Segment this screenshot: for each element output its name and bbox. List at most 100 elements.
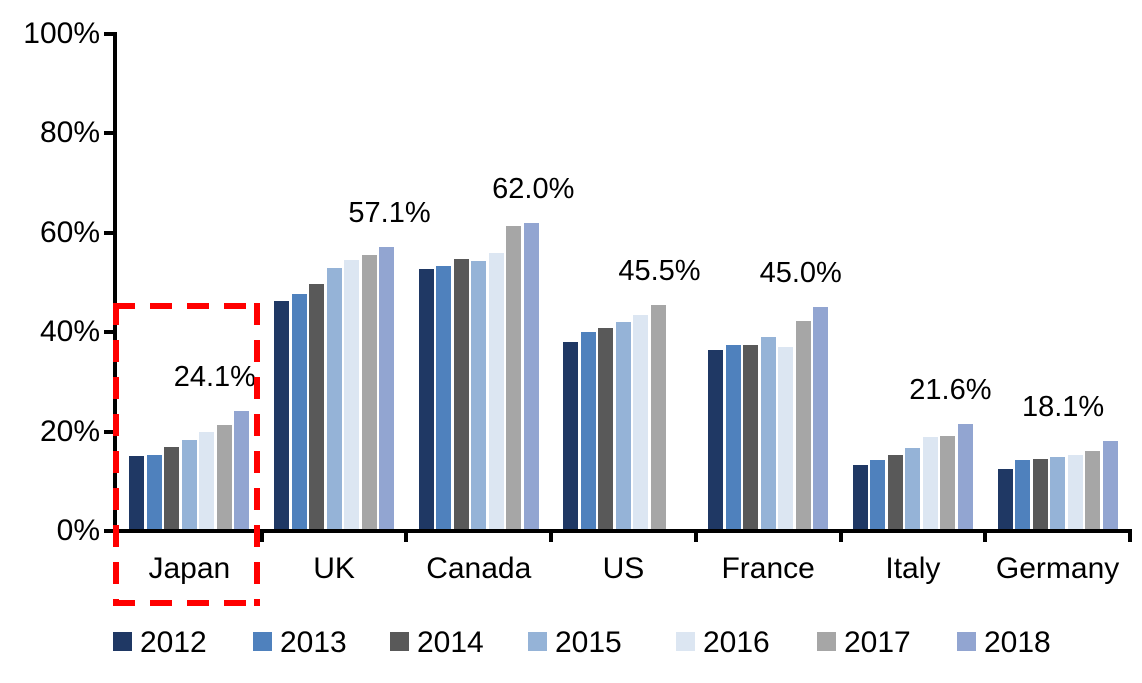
bar-2012-france	[708, 350, 724, 531]
bar-2014-us	[598, 327, 614, 531]
y-tick-mark	[104, 529, 114, 533]
data-label-italy: 21.6%	[909, 373, 992, 406]
bar-2012-us	[563, 341, 579, 531]
bar-2018-canada	[523, 222, 539, 531]
highlight-box-bottom-edge	[113, 600, 260, 606]
category-tick-mark	[693, 531, 698, 542]
x-axis-line	[113, 529, 1132, 533]
legend-label-2013: 2013	[280, 626, 347, 659]
legend-label-2017: 2017	[844, 626, 911, 659]
y-axis-label: 0%	[56, 514, 100, 547]
bar-2017-germany	[1085, 451, 1101, 531]
bar-2013-italy	[870, 460, 886, 531]
legend-label-2018: 2018	[984, 626, 1051, 659]
bar-2013-france	[725, 344, 741, 531]
category-tick-mark	[838, 531, 843, 542]
category-tick-mark	[259, 531, 264, 542]
legend-item-2015: 2015	[528, 624, 648, 664]
bar-2018-germany	[1102, 441, 1118, 531]
x-axis-label-italy: Italy	[885, 552, 941, 585]
data-label-canada: 62.0%	[492, 172, 575, 205]
bar-2017-uk	[361, 255, 377, 531]
bar-2012-uk	[274, 301, 290, 531]
y-tick-mark	[104, 330, 114, 335]
category-tick-mark	[549, 531, 554, 542]
legend-swatch-icon-2015	[528, 632, 547, 651]
legend-item-2017: 2017	[817, 624, 937, 664]
legend-swatch-icon-2013	[253, 632, 272, 651]
bar-2014-canada	[453, 259, 469, 531]
legend-item-2018: 2018	[957, 624, 1077, 664]
legend-label-2016: 2016	[703, 626, 770, 659]
y-axis-label: 100%	[23, 17, 100, 50]
legend-label-2012: 2012	[140, 626, 207, 659]
x-axis-label-france: France	[721, 552, 815, 585]
legend-swatch-icon-2016	[676, 632, 695, 651]
bar-2017-canada	[506, 226, 522, 531]
x-axis-label-us: US	[602, 552, 645, 585]
bar-2017-italy	[940, 436, 956, 531]
bar-2014-japan	[164, 447, 180, 531]
bar-2014-france	[743, 345, 759, 531]
bar-2013-us	[580, 332, 596, 531]
y-axis-label: 40%	[39, 315, 100, 349]
data-label-japan: 24.1%	[173, 361, 256, 394]
bar-2017-japan	[216, 425, 232, 531]
category-tick-mark	[115, 531, 119, 542]
x-axis-label-canada: Canada	[426, 552, 532, 585]
y-axis-label: 20%	[39, 414, 100, 448]
bar-2015-us	[615, 322, 631, 531]
bar-2018-italy	[957, 423, 973, 531]
bar-2013-uk	[291, 294, 307, 531]
y-tick-mark	[104, 429, 114, 434]
legend-item-2014: 2014	[390, 624, 510, 664]
bar-2016-japan	[199, 431, 215, 531]
bar-2018-japan	[234, 411, 250, 531]
legend-label-2014: 2014	[417, 626, 484, 659]
bar-2012-canada	[418, 268, 434, 531]
legend-item-2016: 2016	[676, 624, 796, 664]
y-axis-line	[113, 32, 117, 537]
y-tick-mark	[104, 131, 114, 136]
legend-swatch-icon-2017	[817, 632, 836, 651]
y-tick-mark	[104, 32, 114, 36]
y-axis-label: 60%	[39, 215, 100, 249]
y-axis-label: 80%	[39, 116, 100, 150]
legend-swatch-icon-2012	[113, 632, 132, 651]
bar-2016-uk	[344, 260, 360, 531]
data-label-france: 45.0%	[759, 257, 842, 290]
bar-2012-italy	[852, 464, 868, 531]
legend-label-2015: 2015	[555, 626, 622, 659]
bar-2013-germany	[1015, 460, 1031, 531]
legend-item-2013: 2013	[253, 624, 373, 664]
bar-2014-uk	[309, 283, 325, 531]
bar-2018-france	[813, 307, 829, 531]
x-axis-label-uk: UK	[313, 552, 355, 585]
category-tick-mark	[1127, 531, 1132, 542]
bar-2015-germany	[1050, 457, 1066, 531]
legend-item-2012: 2012	[113, 624, 233, 664]
bar-2013-canada	[436, 266, 452, 531]
bar-2017-us	[650, 304, 666, 531]
bar-2015-italy	[905, 447, 921, 531]
data-label-germany: 18.1%	[1021, 391, 1105, 424]
highlight-box-top-edge	[113, 303, 260, 309]
bar-2015-france	[760, 337, 776, 531]
bar-2014-italy	[887, 454, 903, 531]
bar-2016-italy	[922, 436, 938, 531]
bar-2014-germany	[1032, 458, 1048, 531]
category-tick-mark	[404, 531, 409, 542]
legend-swatch-icon-2014	[390, 632, 409, 651]
bar-2016-france	[778, 346, 794, 531]
y-tick-mark	[104, 230, 114, 235]
x-axis-label-japan: Japan	[148, 552, 231, 585]
bar-2018-uk	[379, 247, 395, 531]
bar-2016-us	[633, 314, 649, 531]
data-label-us: 45.5%	[618, 254, 701, 287]
bar-2015-uk	[326, 268, 342, 531]
data-label-uk: 57.1%	[348, 197, 431, 230]
category-tick-mark	[983, 531, 988, 542]
bar-2012-germany	[997, 468, 1013, 531]
bar-2016-canada	[488, 253, 504, 531]
